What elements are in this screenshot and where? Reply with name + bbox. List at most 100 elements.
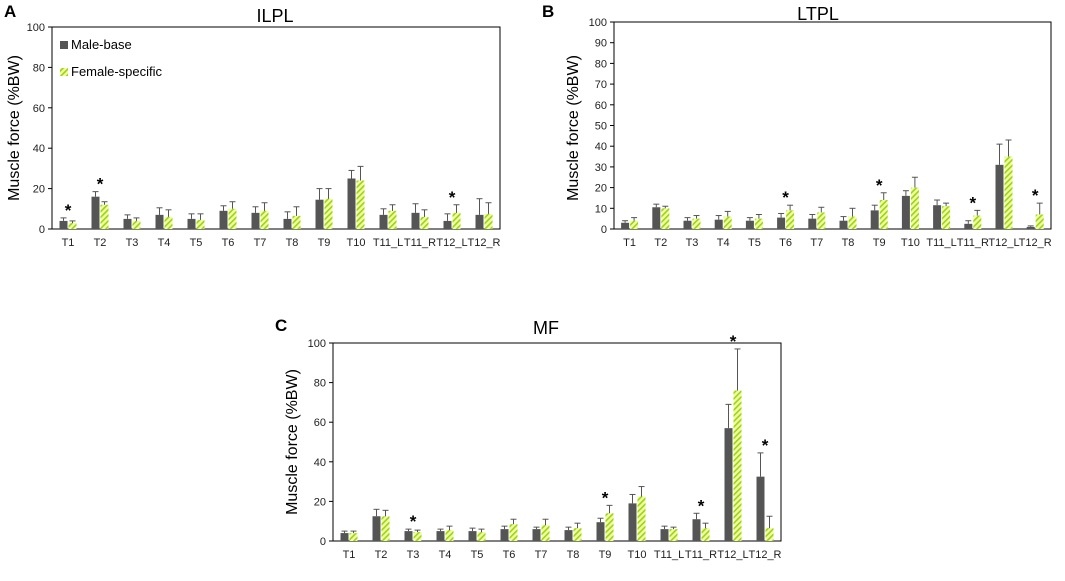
panel-a-x-tick-label: T5	[190, 237, 203, 249]
panel-c-x-tick-label: T1	[343, 549, 356, 561]
panel-b-x-tick-label: T12_L	[988, 237, 1019, 249]
panel-c-y-tick-label: 60	[314, 417, 326, 429]
panel-b-y-tick-label: 70	[595, 79, 607, 91]
panel-b-bar-female-t9	[879, 200, 888, 229]
panel-c-bar-male-t4	[436, 531, 445, 541]
panel-b-y-tick-label: 30	[595, 162, 607, 174]
panel-c-bar-female-t3	[413, 532, 422, 541]
panel-b-plot: 0 10 20 30 40 50 60 70 80 90 100 T1 T2 T3 T4 T5 T6 * T7 T8 T…	[589, 17, 1052, 249]
panel-a: A ILPL Muscle force (%BW) 0 20 40 60 80 100 T1…	[4, 2, 501, 249]
panel-b-bar-female-t4	[723, 216, 732, 229]
panel-b-x-tick-label: T1	[623, 237, 636, 249]
panel-b-significance-star: *	[876, 176, 883, 195]
panel-b-bar-male-t6	[777, 217, 786, 229]
panel-c-x-tick-label: T6	[503, 549, 516, 561]
panel-a-significance-star: *	[449, 188, 456, 207]
panel-b-x-tick-label: T12_R	[1019, 237, 1052, 249]
legend-male-swatch	[60, 41, 68, 49]
panel-a-plot: 0 20 40 60 80 100 T1 * T2 * T3 T4 T5 T6 T7 T8 T9 T10 T11_L…	[27, 22, 501, 249]
panel-a-bar-male-t11-r	[411, 212, 420, 229]
panel-c-bar-male-t12-l	[724, 428, 733, 541]
panel-c-bar-male-t6	[500, 529, 509, 541]
panel-c-bar-female-t12-l	[733, 390, 742, 541]
panel-a-bar-female-t12-l	[452, 212, 461, 229]
legend-male-label: Male-base	[71, 37, 132, 52]
panel-a-bar-male-t11-l	[379, 214, 388, 229]
panel-c-significance-star: *	[762, 436, 769, 455]
panel-a-y-tick-label: 40	[33, 143, 45, 155]
panel-b-significance-star: *	[1032, 186, 1039, 205]
panel-c-x-tick-label: T11_R	[685, 549, 717, 561]
panel-a-bar-male-t5	[187, 218, 196, 229]
panel-b-y-tick-label: 0	[601, 224, 607, 236]
panel-b-x-tick-label: T4	[717, 237, 730, 249]
panel-b-x-tick-label: T6	[779, 237, 792, 249]
panel-c-x-tick-label: T7	[535, 549, 548, 561]
panel-b-y-tick-label: 80	[595, 58, 607, 70]
panel-c-bar-female-t5	[477, 532, 486, 541]
panel-a-bar-female-t1	[68, 222, 77, 229]
panel-a-x-tick-label: T3	[126, 237, 139, 249]
panel-c-significance-star: *	[698, 496, 705, 515]
panel-b-bar-female-t2	[661, 208, 670, 229]
panel-a-x-tick-label: T9	[318, 237, 331, 249]
panel-b-bar-female-t11-r	[973, 215, 982, 229]
panel-a-bar-male-t6	[219, 210, 228, 229]
panel-a-x-tick-label: T12_R	[467, 237, 500, 249]
panel-b-bar-male-t2	[652, 207, 661, 229]
panel-b-y-tick-label: 100	[589, 17, 607, 29]
panel-b-significance-star: *	[969, 193, 976, 212]
panel-a-y-axis-label: Muscle force (%BW)	[6, 55, 23, 201]
legend: Male-base Female-specific	[60, 37, 163, 79]
panel-c-bar-female-t2	[381, 516, 390, 541]
panel-c-bar-male-t7	[532, 529, 541, 541]
panel-a-x-tick-label: T8	[286, 237, 299, 249]
panel-b-x-tick-label: T10	[901, 237, 920, 249]
panel-c-bar-female-t9	[605, 513, 614, 541]
panel-b-bar-male-t12-r	[1026, 226, 1035, 229]
panel-a-bar-female-t6	[228, 208, 237, 229]
panel-c-bar-male-t8	[564, 530, 573, 541]
panel-b-bar-male-t3	[683, 220, 692, 229]
panel-c-bar-male-t10	[628, 503, 637, 541]
panel-a-x-tick-label: T4	[158, 237, 171, 249]
panel-c-bar-male-t5	[468, 531, 477, 541]
panel-a-title: ILPL	[256, 6, 293, 26]
panel-c-bar-female-t10	[637, 496, 646, 541]
panel-b-bar-male-t5	[745, 220, 754, 229]
panel-b-y-tick-label: 10	[595, 203, 607, 215]
panel-b-bar-male-t11-l	[933, 205, 942, 229]
panel-a-y-tick-label: 0	[39, 224, 45, 236]
panel-c: C MF Muscle force (%BW) 0 20 40 60 80 100 T1 T2…	[275, 316, 782, 561]
panel-b-x-tick-label: T11_L	[926, 237, 956, 249]
panel-c-significance-star: *	[602, 488, 609, 507]
panel-a-bar-male-t2	[91, 196, 100, 229]
panel-c-x-tick-label: T10	[628, 549, 647, 561]
panel-c-x-tick-label: T9	[599, 549, 612, 561]
panel-c-bar-male-t9	[596, 522, 605, 541]
panel-b-y-tick-label: 40	[595, 141, 607, 153]
panel-b-bar-female-t7	[817, 212, 826, 229]
panel-c-bar-male-t1	[340, 533, 349, 541]
legend-female-label: Female-specific	[71, 64, 163, 79]
panel-a-bar-male-t8	[283, 218, 292, 229]
panel-b-frame	[613, 21, 1052, 230]
panel-a-bar-male-t9	[315, 199, 324, 229]
panel-a-bar-male-t3	[123, 218, 132, 229]
panel-a-bar-male-t4	[155, 214, 164, 229]
panel-b-x-tick-label: T7	[810, 237, 823, 249]
panel-c-significance-star: *	[730, 332, 737, 351]
panel-b-x-tick-label: T3	[686, 237, 699, 249]
panel-a-bar-male-t1	[59, 220, 68, 229]
panel-b-y-tick-label: 90	[595, 38, 607, 50]
panel-c-plot: 0 20 40 60 80 100 T1 T2 T3 * T4 T5 T6 T7 T8 T9 * T10 T11_L…	[308, 332, 782, 561]
panel-b-bar-male-t1	[621, 222, 630, 229]
panel-a-x-tick-label: T11_L	[373, 237, 403, 249]
panel-c-bar-male-t12-r	[756, 476, 765, 541]
panel-b-bar-female-t10	[910, 187, 919, 229]
panel-a-bar-female-t8	[292, 215, 301, 229]
panel-c-bar-female-t7	[541, 525, 550, 541]
panel-c-y-tick-label: 40	[314, 457, 326, 469]
panel-a-y-tick-label: 100	[27, 22, 45, 34]
